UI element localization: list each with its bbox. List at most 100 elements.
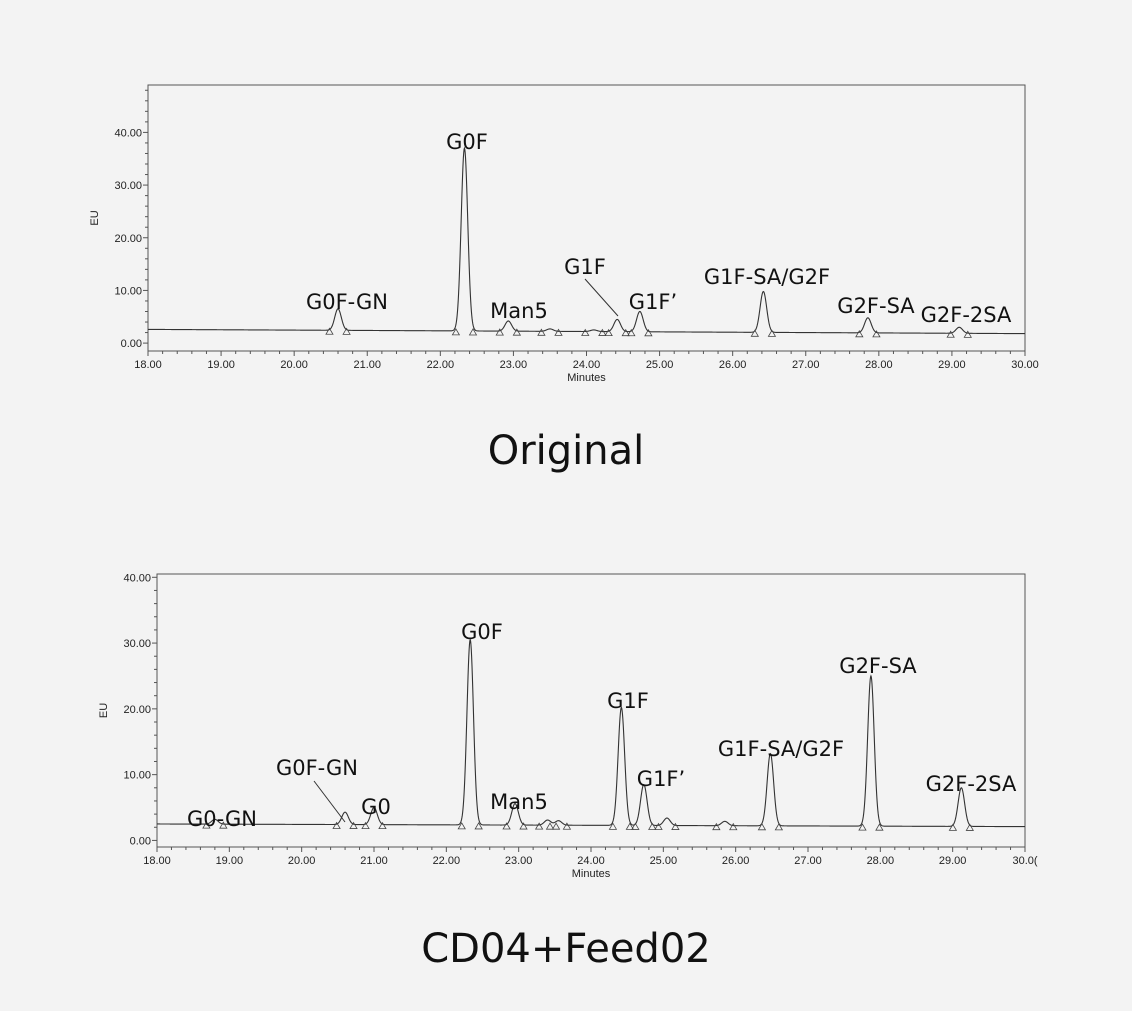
x-tick-label: 29.00 <box>938 359 966 371</box>
peak-label: G0F <box>461 620 503 644</box>
peak-boundary-marker <box>202 821 211 829</box>
peak-label: G0F <box>446 130 488 154</box>
x-tick-label: 30.0( <box>1012 855 1037 867</box>
peak-boundary-marker <box>767 329 777 337</box>
x-tick-label: 21.00 <box>360 855 388 867</box>
y-tick-label: 40.00 <box>123 572 151 584</box>
peak-boundary-marker <box>325 327 334 335</box>
peak-label: G0F-GN <box>276 756 358 780</box>
y-tick-label: 0.00 <box>121 338 142 350</box>
x-tick-label: 18.00 <box>143 855 171 867</box>
y-tick-label: 20.00 <box>114 233 142 245</box>
x-tick-label: 19.00 <box>207 359 235 371</box>
x-tick-label: 26.00 <box>719 359 747 371</box>
x-tick-label: 21.00 <box>353 359 381 371</box>
x-tick-label: 22.00 <box>427 359 455 371</box>
peak-leader-line <box>584 278 619 317</box>
peak-boundary-marker <box>502 822 511 830</box>
x-tick-label: 20.00 <box>288 855 316 867</box>
peak-boundary-marker <box>858 823 867 831</box>
peak-boundary-marker <box>519 822 528 830</box>
y-tick-label: 10.00 <box>114 285 142 297</box>
peak-boundary-marker <box>621 328 630 337</box>
peak-boundary-marker <box>712 822 721 831</box>
peak-boundary-marker <box>604 328 613 337</box>
chromatogram-trace <box>157 637 1025 828</box>
peak-boundary-marker <box>757 823 767 831</box>
peak-boundary-marker <box>774 823 784 831</box>
x-tick-label: 24.00 <box>577 855 605 867</box>
x-tick-label: 28.00 <box>867 855 895 867</box>
x-tick-label: 23.00 <box>505 855 533 867</box>
peak-label: G0F-GN <box>306 290 388 314</box>
peak-label: G2F-2SA <box>926 772 1017 796</box>
peak-boundary-marker <box>554 328 563 336</box>
peak-label: G1F <box>607 689 649 713</box>
peak-boundary-marker <box>963 330 972 338</box>
x-tick-label: 27.00 <box>794 855 822 867</box>
y-axis-label: EU <box>98 703 110 718</box>
chromatogram-original: 18.00 19.00 20.00 21.00 22.00 23.00 24.00 25.00… <box>89 84 1039 384</box>
x-tick-label: 25.00 <box>646 359 674 371</box>
peak-boundary-marker <box>948 823 958 831</box>
peak-boundary-marker <box>562 822 572 830</box>
peak-boundary-marker <box>965 823 975 831</box>
peak-boundary-marker <box>457 822 466 830</box>
peak-boundary-marker <box>495 328 504 336</box>
peak-boundary-marker <box>378 821 387 830</box>
peak-boundary-marker <box>608 822 618 830</box>
peak-label: Man5 <box>490 790 548 814</box>
peak-label: G1F-SA/G2F <box>718 737 844 761</box>
y-tick-label: 30.00 <box>114 180 142 192</box>
peak-boundary-marker <box>349 821 358 829</box>
peak-boundary-marker <box>451 328 461 336</box>
peak-label: Man5 <box>490 299 548 323</box>
peak-label: G2F-SA <box>837 294 915 318</box>
peak-boundary-marker <box>512 328 522 336</box>
x-tick-label: 28.00 <box>865 359 893 371</box>
x-tick-label: 30.00 <box>1011 359 1039 371</box>
peak-boundary-marker <box>219 821 228 829</box>
x-tick-label: 25.00 <box>650 855 678 867</box>
peak-boundary-marker <box>631 822 640 830</box>
x-tick-label: 27.00 <box>792 359 820 371</box>
x-tick-label: 20.00 <box>280 359 308 371</box>
x-axis-label: Minutes <box>572 868 611 880</box>
x-axis-label: Minutes <box>567 372 606 384</box>
y-tick-label: 0.00 <box>130 835 151 847</box>
x-tick-label: 26.00 <box>722 855 750 867</box>
peak-boundary-marker <box>534 822 544 830</box>
y-axis-label: EU <box>89 210 101 225</box>
chromatogram-cd04-feed02: 18.00 19.00 20.00 21.00 22.00 23.00 24.00 25.00… <box>98 572 1038 880</box>
peak-label: G0-GN <box>187 807 257 831</box>
peak-boundary-marker <box>729 822 738 831</box>
peak-boundary-marker <box>855 330 864 338</box>
peak-label: G1F-SA/G2F <box>704 265 830 289</box>
x-tick-label: 29.00 <box>939 855 967 867</box>
x-tick-label: 19.00 <box>216 855 244 867</box>
caption-original: Original <box>487 428 645 474</box>
x-tick-label: 23.00 <box>500 359 528 371</box>
peak-boundary-marker <box>581 328 590 336</box>
peak-boundary-marker <box>946 330 955 338</box>
x-tick-label: 18.00 <box>134 359 162 371</box>
peak-label: G1F’ <box>629 290 677 314</box>
peak-boundary-marker <box>750 329 760 337</box>
peak-boundary-marker <box>648 822 657 830</box>
peak-label: G1F’ <box>637 767 685 791</box>
peak-boundary-marker <box>332 821 341 829</box>
peak-boundary-marker <box>654 822 663 830</box>
peak-boundary-marker <box>872 330 881 338</box>
peak-boundary-marker <box>545 822 555 830</box>
peak-boundary-marker <box>468 328 478 336</box>
plot-frame <box>156 573 1026 848</box>
peak-boundary-marker <box>551 822 561 830</box>
peak-boundary-marker <box>625 822 635 830</box>
peak-boundary-marker <box>342 327 351 335</box>
peak-boundary-marker <box>671 822 680 830</box>
peak-boundary-marker <box>537 328 546 336</box>
y-tick-label: 40.00 <box>114 127 142 139</box>
peak-label: G1F <box>564 255 606 279</box>
x-tick-label: 24.00 <box>573 359 601 371</box>
